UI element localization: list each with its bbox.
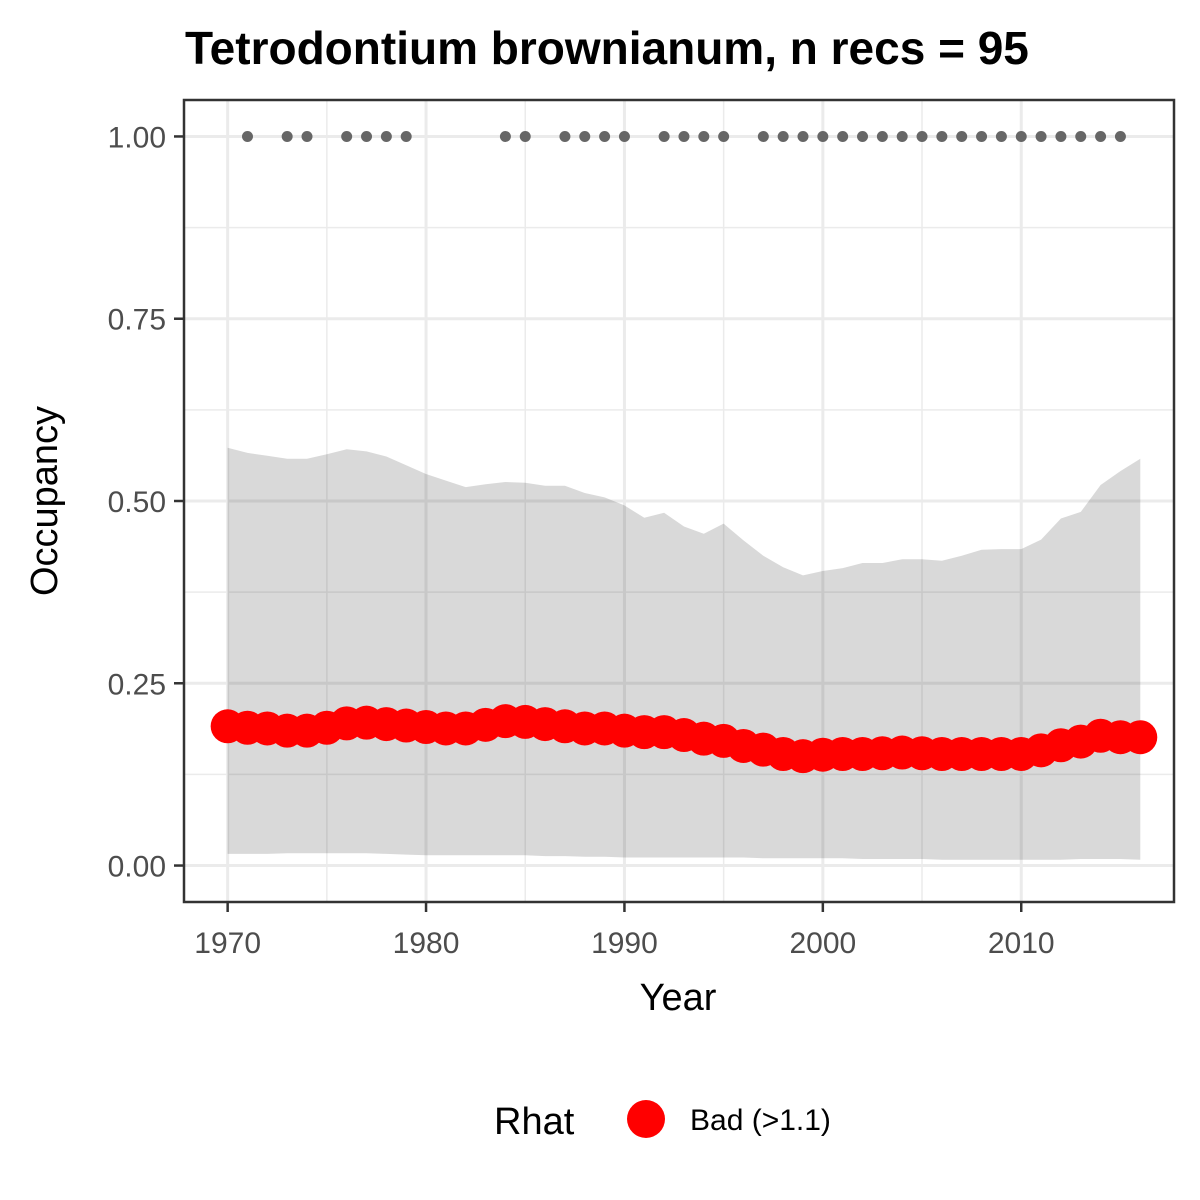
record-point: [579, 130, 591, 142]
record-point: [956, 130, 968, 142]
y-tick-label: 0.75: [108, 304, 166, 337]
record-point: [995, 130, 1007, 142]
record-point: [281, 130, 293, 142]
record-point: [777, 130, 789, 142]
legend-key-marker: [627, 1100, 665, 1138]
record-point: [599, 130, 611, 142]
x-tick-label: 1980: [393, 927, 460, 960]
record-point: [301, 130, 313, 142]
occupancy-series: [210, 704, 1158, 774]
record-point: [1055, 130, 1067, 142]
y-tick-label: 0.00: [108, 851, 166, 884]
record-point: [400, 130, 412, 142]
record-point: [1035, 130, 1047, 142]
y-tick-label: 0.25: [108, 668, 166, 701]
record-point: [341, 130, 353, 142]
record-point: [757, 130, 769, 142]
y-tick-label: 0.50: [108, 486, 166, 519]
chart-title: Tetrodontium brownianum, n recs = 95: [185, 22, 1029, 74]
y-tick-label: 1.00: [108, 121, 166, 154]
y-axis-ticks: 0.00 0.25 0.50 0.75 1.00: [108, 121, 184, 884]
occupancy-point: [1123, 720, 1158, 755]
record-point: [896, 130, 908, 142]
record-point: [698, 130, 710, 142]
record-point: [1075, 130, 1087, 142]
record-point: [1114, 130, 1126, 142]
record-point: [837, 130, 849, 142]
record-point: [916, 130, 928, 142]
record-point: [499, 130, 511, 142]
record-point: [976, 130, 988, 142]
record-point: [380, 130, 392, 142]
record-point: [658, 130, 670, 142]
x-axis-title: Year: [640, 977, 717, 1019]
record-point: [241, 130, 253, 142]
record-point: [936, 130, 948, 142]
grid-lines: [184, 100, 1174, 902]
record-point: [1095, 130, 1107, 142]
x-tick-label: 2010: [988, 927, 1055, 960]
x-axis-ticks: 1970 1980 1990 2000 2010: [194, 902, 1055, 960]
record-point: [361, 130, 373, 142]
record-point: [618, 130, 630, 142]
x-tick-label: 1990: [591, 927, 658, 960]
record-point: [559, 130, 571, 142]
y-axis-title: Occupancy: [24, 406, 66, 596]
x-tick-label: 1970: [194, 927, 261, 960]
legend-label: Bad (>1.1): [690, 1104, 831, 1137]
record-point: [1015, 130, 1027, 142]
record-point: [678, 130, 690, 142]
record-point: [857, 130, 869, 142]
x-tick-label: 2000: [789, 927, 856, 960]
record-point: [817, 130, 829, 142]
record-point: [876, 130, 888, 142]
record-point: [797, 130, 809, 142]
legend-title: Rhat: [494, 1101, 575, 1143]
legend: Rhat Bad (>1.1): [494, 1100, 831, 1143]
record-point: [718, 130, 730, 142]
record-points: [241, 130, 1126, 142]
record-point: [519, 130, 531, 142]
